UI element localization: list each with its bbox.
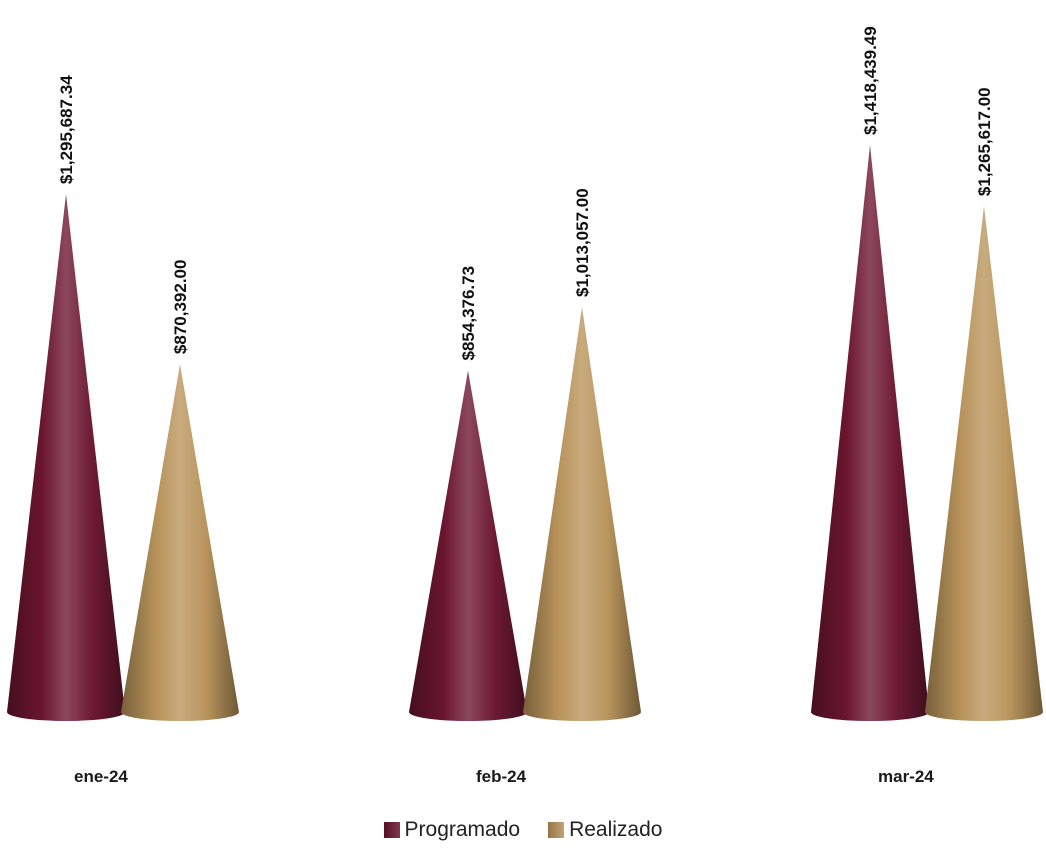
cone-body <box>811 145 929 721</box>
legend-swatch-realizado <box>548 822 565 838</box>
cone-body <box>409 370 527 721</box>
cone-realizado-mar-24 <box>925 206 1043 721</box>
cone-body <box>121 364 239 721</box>
data-label-realizado-ene-24: $870,392.00 <box>171 260 190 355</box>
legend-label-programado: Programado <box>404 818 521 841</box>
cones-layer <box>7 145 1043 721</box>
cone-programado-feb-24 <box>409 370 527 721</box>
cone-programado-ene-24 <box>7 194 125 721</box>
legend-label-realizado: Realizado <box>569 818 663 841</box>
data-label-programado-mar-24: $1,418,439.49 <box>861 26 880 135</box>
cone-realizado-ene-24 <box>121 364 239 721</box>
legend-item-realizado: Realizado <box>548 818 662 842</box>
data-label-programado-ene-24: $1,295,687.34 <box>57 75 76 184</box>
cone-realizado-feb-24 <box>523 307 641 721</box>
cone-programado-mar-24 <box>811 145 929 721</box>
category-labels-layer: ene-24 feb-24 mar-24 <box>74 767 934 786</box>
legend-item-programado: Programado <box>383 818 521 842</box>
cone-body <box>7 194 125 721</box>
data-labels-layer: $1,295,687.34 $870,392.00 $854,376.73 $1,01… <box>57 26 994 360</box>
cone-body <box>925 206 1043 721</box>
data-label-realizado-feb-24: $1,013,057.00 <box>573 188 592 297</box>
category-label-feb-24: feb-24 <box>476 767 527 786</box>
cone-body <box>523 307 641 721</box>
data-label-programado-feb-24: $854,376.73 <box>459 266 478 361</box>
legend-swatch-programado <box>383 822 400 838</box>
category-label-mar-24: mar-24 <box>878 767 934 786</box>
category-label-ene-24: ene-24 <box>74 767 128 786</box>
data-label-realizado-mar-24: $1,265,617.00 <box>975 87 994 196</box>
legend: Programado Realizado <box>0 818 1046 842</box>
